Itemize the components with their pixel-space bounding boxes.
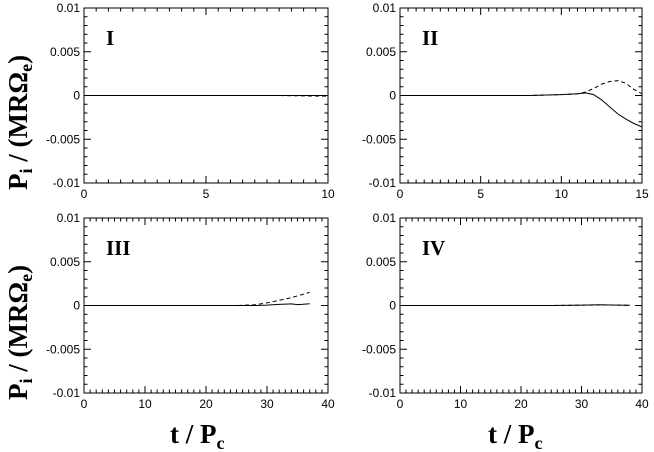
series-line-dashed — [400, 80, 643, 96]
series-line-solid — [400, 92, 643, 128]
x-tick-label: 20 — [514, 397, 528, 411]
y-tick-label: -0.005 — [46, 132, 80, 146]
y-tick-label: 0.005 — [50, 255, 80, 269]
y-axis-title-bottom: Pi / (MRΩe) — [3, 265, 36, 400]
y-tick-label: 0.005 — [366, 45, 396, 59]
y-tick-label: -0.005 — [362, 342, 396, 356]
series-line-dashed — [400, 304, 630, 306]
x-tick-label: 30 — [575, 397, 589, 411]
x-tick-label: 30 — [260, 397, 274, 411]
x-tick-label: 0 — [397, 187, 404, 201]
x-tick-label: 40 — [321, 397, 335, 411]
panel-label: III — [106, 236, 131, 260]
y-tick-label: -0.005 — [362, 132, 396, 146]
y-tick-label: 0 — [389, 299, 396, 313]
x-tick-label: 10 — [555, 187, 569, 201]
y-tick-label: -0.01 — [369, 386, 397, 400]
series-line-dashed — [84, 291, 310, 306]
x-tick-label: 10 — [454, 397, 468, 411]
y-tick-label: 0.01 — [57, 1, 81, 15]
x-tick-label: 15 — [635, 187, 649, 201]
y-tick-label: 0 — [389, 89, 396, 103]
x-tick-label: 0 — [81, 397, 88, 411]
x-tick-label: 0 — [397, 397, 404, 411]
y-tick-label: -0.01 — [369, 176, 397, 190]
y-tick-label: 0.01 — [373, 211, 397, 225]
panel-label: I — [106, 26, 114, 50]
series-line-dashed — [84, 95, 329, 97]
y-tick-label: 0 — [73, 299, 80, 313]
y-tick-label: -0.005 — [46, 342, 80, 356]
y-tick-label: 0.005 — [50, 45, 80, 59]
y-axis-title-top: Pi / (MRΩe) — [3, 55, 36, 190]
x-tick-label: 10 — [321, 187, 335, 201]
x-tick-label: 0 — [81, 187, 88, 201]
x-tick-label: 10 — [138, 397, 152, 411]
y-tick-label: 0.005 — [366, 255, 396, 269]
y-tick-label: -0.01 — [53, 176, 81, 190]
panel-label: II — [422, 26, 438, 50]
y-tick-label: 0.01 — [373, 1, 397, 15]
y-tick-label: 0 — [73, 89, 80, 103]
x-tick-label: 5 — [203, 187, 210, 201]
panel-label: IV — [422, 236, 445, 260]
x-tick-label: 20 — [199, 397, 213, 411]
x-axis-title-left: t / Pc — [170, 419, 225, 452]
y-tick-label: -0.01 — [53, 386, 81, 400]
x-tick-label: 40 — [635, 397, 649, 411]
y-tick-label: 0.01 — [57, 211, 81, 225]
x-tick-label: 5 — [477, 187, 484, 201]
x-axis-title-right: t / Pc — [488, 419, 543, 452]
